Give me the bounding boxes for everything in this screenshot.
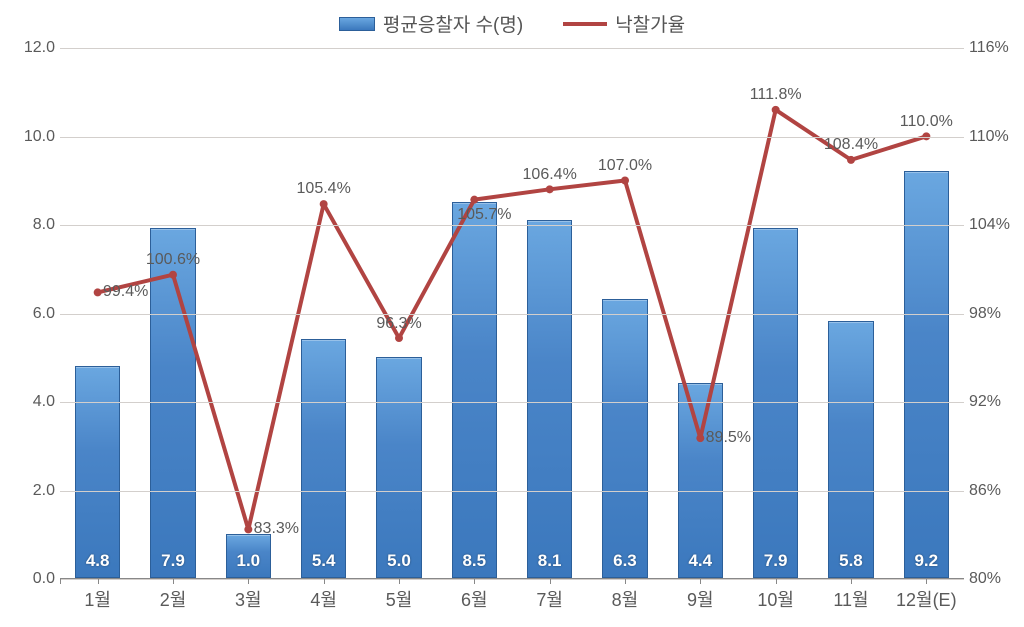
line-value-label: 110.0%: [900, 113, 953, 131]
x-tick: [98, 578, 99, 584]
bar-value-label: 5.8: [829, 551, 872, 571]
gridline: [60, 402, 964, 403]
bar-value-label: 4.8: [76, 551, 119, 571]
y-right-tick-label: 80%: [969, 570, 1019, 588]
y-right-tick-label: 110%: [969, 128, 1019, 146]
line-value-label: 106.4%: [523, 166, 577, 184]
bar: 7.9: [753, 228, 798, 578]
bar-value-label: 7.9: [151, 551, 194, 571]
bar-value-label: 4.4: [679, 551, 722, 571]
bar-value-label: 1.0: [227, 551, 270, 571]
bar: 4.8: [75, 366, 120, 578]
line-value-label: 111.8%: [750, 86, 802, 104]
x-tick: [399, 578, 400, 584]
x-tick-label: 7월: [512, 586, 587, 612]
legend-line-label: 낙찰가율: [615, 10, 685, 37]
x-tick: [173, 578, 174, 584]
bar: 6.3: [602, 299, 647, 578]
line-value-label: 89.5%: [706, 429, 751, 447]
x-tick: [926, 578, 927, 584]
x-tick-label: 3월: [211, 586, 286, 612]
x-tick-label: 8월: [587, 586, 662, 612]
x-tick: [474, 578, 475, 584]
bar: 8.5: [452, 202, 497, 578]
x-tick: [60, 578, 61, 584]
bar: 5.4: [301, 339, 346, 578]
bar: 5.8: [828, 321, 873, 578]
x-tick-label: 2월: [135, 586, 210, 612]
x-tick-label: 9월: [663, 586, 738, 612]
line-value-label: 99.4%: [103, 283, 148, 301]
x-tick-label: 6월: [437, 586, 512, 612]
line-value-label: 105.4%: [297, 180, 351, 198]
gridline: [60, 314, 964, 315]
bar-swatch-icon: [339, 17, 375, 31]
gridline: [60, 491, 964, 492]
bar: 1.0: [226, 534, 271, 578]
bar-value-label: 8.5: [453, 551, 496, 571]
y-right-tick-label: 98%: [969, 305, 1019, 323]
bar-value-label: 8.1: [528, 551, 571, 571]
y-right-tick-label: 104%: [969, 216, 1019, 234]
line-value-label: 96.3%: [376, 315, 421, 333]
x-tick-label: 10월: [738, 586, 813, 612]
line-value-label: 105.7%: [457, 206, 511, 224]
x-tick: [851, 578, 852, 584]
bar: 7.9: [150, 228, 195, 578]
legend-item-line: 낙찰가율: [563, 10, 685, 37]
x-tick: [248, 578, 249, 584]
bar-value-label: 5.0: [377, 551, 420, 571]
x-tick-label: 4월: [286, 586, 361, 612]
x-tick: [550, 578, 551, 584]
x-tick: [625, 578, 626, 584]
line-swatch-icon: [563, 22, 607, 26]
bar: 5.0: [376, 357, 421, 578]
bar-value-label: 7.9: [754, 551, 797, 571]
y-right-tick-label: 86%: [969, 482, 1019, 500]
line-value-label: 107.0%: [598, 157, 652, 175]
y-left-tick-label: 12.0: [15, 39, 55, 57]
bar-value-label: 9.2: [905, 551, 948, 571]
bar-value-label: 6.3: [603, 551, 646, 571]
y-left-tick-label: 8.0: [15, 216, 55, 234]
x-tick: [700, 578, 701, 584]
x-tick-label: 12월(E): [889, 586, 964, 612]
line-value-label: 108.4%: [824, 136, 878, 154]
gridline: [60, 579, 964, 580]
y-right-tick-label: 92%: [969, 393, 1019, 411]
y-left-tick-label: 10.0: [15, 128, 55, 146]
plot-area: 4.87.91.05.45.08.58.16.34.47.95.89.2 1월2…: [60, 48, 964, 579]
x-tick: [776, 578, 777, 584]
x-axis-labels: 1월2월3월4월5월6월7월8월9월10월11월12월(E): [60, 586, 964, 612]
bar: 4.4: [678, 383, 723, 578]
legend: 평균응찰자 수(명) 낙찰가율: [0, 10, 1024, 37]
bar-value-label: 5.4: [302, 551, 345, 571]
line-value-label: 100.6%: [146, 251, 200, 269]
bar: 8.1: [527, 220, 572, 578]
y-left-tick-label: 4.0: [15, 393, 55, 411]
gridline: [60, 225, 964, 226]
y-left-tick-label: 6.0: [15, 305, 55, 323]
y-left-tick-label: 2.0: [15, 482, 55, 500]
bar: 9.2: [904, 171, 949, 578]
y-left-tick-label: 0.0: [15, 570, 55, 588]
y-right-tick-label: 116%: [969, 39, 1019, 57]
x-tick: [324, 578, 325, 584]
x-tick-label: 11월: [813, 586, 888, 612]
chart-container: 평균응찰자 수(명) 낙찰가율 4.8 7.9 1.0 5.4 5.0 8.5 8.1 6.3…: [0, 0, 1024, 627]
line-value-label: 83.3%: [254, 520, 299, 538]
x-tick-label: 1월: [60, 586, 135, 612]
gridline: [60, 48, 964, 49]
legend-item-bars: 평균응찰자 수(명): [339, 10, 523, 37]
legend-bar-label: 평균응찰자 수(명): [383, 10, 523, 37]
x-tick-label: 5월: [361, 586, 436, 612]
